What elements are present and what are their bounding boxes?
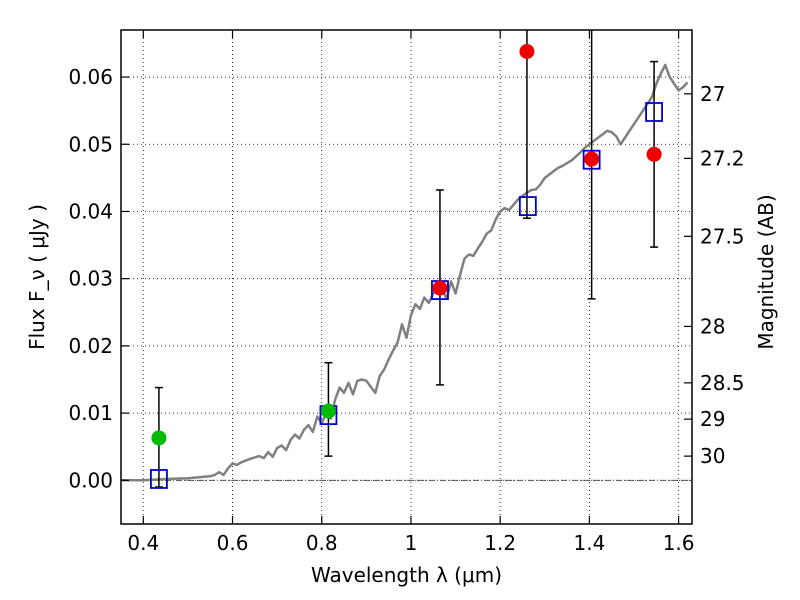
y-tick-label: 0.02 bbox=[68, 334, 113, 358]
mag-tick-label: 28 bbox=[700, 314, 725, 338]
y-tick-label: 0.00 bbox=[68, 468, 113, 492]
y-tick-label: 0.01 bbox=[68, 401, 113, 425]
x-tick-label: 1.2 bbox=[484, 531, 516, 555]
mag-tick-label: 29 bbox=[700, 407, 725, 431]
red-data-point bbox=[432, 280, 448, 296]
x-axis-label: Wavelength λ (μm) bbox=[311, 563, 502, 587]
x-tick-label: 0.6 bbox=[217, 531, 249, 555]
red-data-point bbox=[646, 146, 662, 162]
plot-frame bbox=[120, 29, 693, 525]
x-tick-label: 0.4 bbox=[127, 531, 159, 555]
model-square-marker bbox=[150, 469, 168, 489]
y-tick-label: 0.03 bbox=[68, 267, 113, 291]
x-tick-label: 1.4 bbox=[573, 531, 605, 555]
mag-tick-label: 27.2 bbox=[700, 146, 745, 170]
y-axis-label: Flux F_ν ( μJy ) bbox=[25, 204, 49, 350]
data-points bbox=[151, 44, 662, 446]
y-tick-label: 0.05 bbox=[68, 132, 113, 156]
y-tick-label: 0.06 bbox=[68, 65, 113, 89]
grid bbox=[121, 30, 692, 524]
model-squares bbox=[150, 102, 663, 489]
axis-ticks: 0.4 0.6 0.8 1 1.2 1.4 1.6 0.00 0.01 0.02 0.03 0.04 0… bbox=[68, 30, 745, 555]
right-axis-label: Magnitude (AB) bbox=[754, 194, 778, 349]
mag-tick-label: 28.5 bbox=[700, 371, 745, 395]
red-data-point bbox=[584, 151, 600, 167]
model-spectrum bbox=[121, 63, 689, 482]
green-data-point bbox=[320, 403, 336, 419]
model-spectrum-line bbox=[121, 63, 689, 482]
error-bars bbox=[154, 30, 659, 488]
mag-tick-label: 27 bbox=[700, 82, 725, 106]
green-data-point bbox=[151, 430, 167, 446]
x-tick-label: 1 bbox=[405, 531, 418, 555]
red-data-point bbox=[519, 44, 535, 60]
y-tick-label: 0.04 bbox=[68, 199, 113, 223]
model-square-marker bbox=[645, 102, 663, 122]
model-square-marker bbox=[582, 149, 601, 170]
x-tick-label: 0.8 bbox=[306, 531, 338, 555]
x-tick-label: 1.6 bbox=[663, 531, 695, 555]
model-square-marker bbox=[518, 196, 537, 216]
mag-tick-label: 30 bbox=[700, 444, 725, 468]
mag-tick-label: 27.5 bbox=[700, 224, 745, 248]
